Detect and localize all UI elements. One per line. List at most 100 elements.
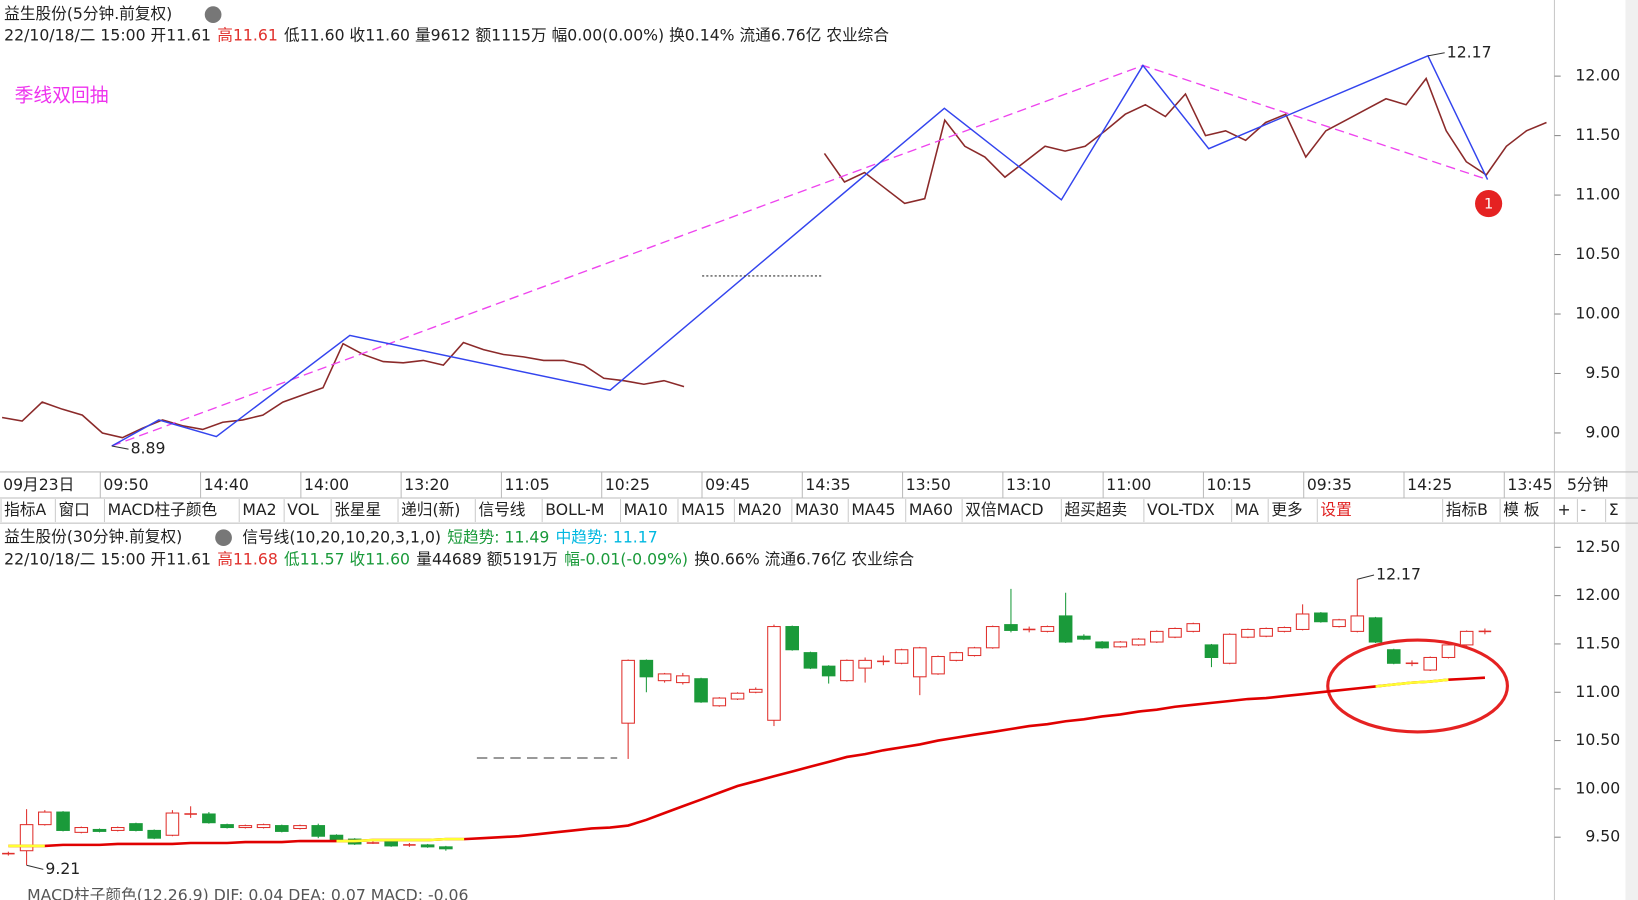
label-arrow <box>1427 52 1445 57</box>
candle-body <box>1077 635 1091 640</box>
x-tick-label: 09:45 <box>705 475 750 494</box>
candle-body <box>165 812 180 836</box>
toolbar-item[interactable]: Σ <box>1609 500 1619 519</box>
info-segment: 22/10/18/二 15:00 开11.61 <box>4 549 211 568</box>
candle-body <box>19 824 34 852</box>
label-arrow <box>111 445 129 450</box>
toolbar-item[interactable]: MA <box>1235 500 1260 519</box>
x-tick-label: 11:05 <box>505 475 550 494</box>
toolbar-item[interactable]: MA10 <box>624 500 668 519</box>
candle-body <box>858 659 872 669</box>
x-tick-label: 14:40 <box>204 475 249 494</box>
candle-body <box>1259 627 1273 637</box>
info-line: 22/10/18/二 15:00 开11.61 高11.68 低11.57 收11.… <box>4 549 914 568</box>
candle-body <box>621 659 635 724</box>
y-tick-label: 11.50 <box>1575 125 1620 144</box>
candle-body <box>1004 624 1018 631</box>
candle-body <box>110 827 125 831</box>
candle-body <box>967 647 982 657</box>
y-tick-label: 10.50 <box>1575 730 1620 749</box>
toolbar-item[interactable]: MA60 <box>909 500 953 519</box>
toolbar-item[interactable]: + <box>1558 500 1571 519</box>
candle-body <box>949 652 964 661</box>
candle-body <box>1350 615 1365 632</box>
toolbar-item[interactable]: 双倍MACD <box>965 500 1043 519</box>
candle-body <box>767 626 781 721</box>
lower-title: 益生股份(30分钟.前复权) <box>4 527 182 546</box>
toolbar-item[interactable]: BOLL-M <box>545 500 604 519</box>
indicator-segment: 中趋势: 11.17 <box>556 527 658 546</box>
candle-body <box>1314 612 1328 623</box>
y-tick-label: 9.00 <box>1585 422 1620 441</box>
info-segment: 22/10/18/二 15:00 开11.61 <box>4 25 211 44</box>
x-tick-label: 14:35 <box>805 475 850 494</box>
toolbar-item[interactable]: VOL-TDX <box>1147 500 1215 519</box>
candle-body <box>1131 638 1146 646</box>
info-segment: 幅-0.01(-0.09%) <box>564 549 688 568</box>
candle-body <box>1095 641 1109 649</box>
candle-body <box>913 647 927 678</box>
candle-body <box>147 829 161 839</box>
info-segment: 高11.68 <box>217 549 278 568</box>
toolbar-item[interactable]: 张星星 <box>334 500 381 519</box>
title-menu-icon[interactable] <box>204 6 222 23</box>
toolbar-item[interactable]: 超买超卖 <box>1064 500 1127 519</box>
marker-label: 1 <box>1484 196 1493 213</box>
y-tick-label: 11.50 <box>1575 633 1620 652</box>
candle-body <box>1222 633 1237 664</box>
toolbar-item[interactable]: 指标B <box>1446 500 1488 519</box>
scrollbar[interactable] <box>1625 0 1638 900</box>
candle-body <box>894 649 909 664</box>
toolbar-item[interactable]: MA20 <box>738 500 782 519</box>
toolbar-item[interactable]: MA15 <box>681 500 725 519</box>
label-arrow <box>1357 574 1375 580</box>
info-segment: 低11.60 收11.60 量9612 额1115万 幅0.00(0.00%) … <box>284 25 889 44</box>
candle-body <box>1386 649 1401 664</box>
y-tick-label: 12.00 <box>1575 66 1620 85</box>
candle-body <box>931 655 945 675</box>
candle-body <box>439 846 453 850</box>
x-tick-label: 13:20 <box>404 475 449 494</box>
candle-body <box>92 828 107 832</box>
toolbar-item[interactable]: 信号线 <box>478 500 525 519</box>
candle-body <box>420 844 435 848</box>
indicator-segment: 信号线(10,20,10,20,3,1,0) <box>242 527 441 546</box>
toolbar-item[interactable]: MA2 <box>242 500 276 519</box>
toolbar-item[interactable]: 窗口 <box>59 500 90 519</box>
indicator-segment: 短趋势: 11.49 <box>447 527 549 546</box>
toolbar-item[interactable]: MACD柱子颜色 <box>108 500 218 519</box>
candle-body <box>1277 626 1292 632</box>
title-menu-icon[interactable] <box>215 529 232 547</box>
y-tick-label: 11.00 <box>1575 185 1620 204</box>
toolbar-item[interactable]: 模 板 <box>1503 500 1540 519</box>
toolbar-item[interactable]: 递归(新) <box>401 500 460 519</box>
candle-body <box>1040 626 1055 632</box>
toolbar-item[interactable]: VOL <box>287 500 319 519</box>
candle-body <box>1241 628 1255 638</box>
x-tick-label: 13:50 <box>906 475 951 494</box>
zigzag-line <box>111 54 1489 447</box>
candle-body <box>639 659 654 678</box>
toolbar-item[interactable]: MA45 <box>851 500 895 519</box>
x-tick-label: 11:00 <box>1106 475 1151 494</box>
toolbar-item[interactable]: 更多 <box>1271 500 1302 519</box>
x-tick-label: 13:10 <box>1006 475 1051 494</box>
candle-body <box>730 692 745 700</box>
toolbar-item[interactable]: 设置 <box>1320 500 1351 519</box>
candle-body <box>56 811 70 831</box>
ma-highlight <box>8 678 1449 848</box>
indicator-line: 信号线(10,20,10,20,3,1,0) 短趋势: 11.49 中趋势: 11.… <box>242 527 657 546</box>
candle-body <box>1149 630 1164 643</box>
candle-body <box>985 626 1000 649</box>
toolbar-item[interactable]: - <box>1581 500 1587 519</box>
extreme-label: 8.89 <box>131 439 166 458</box>
candle-body <box>1204 644 1219 658</box>
upper-title: 益生股份(5分钟.前复权) <box>4 4 172 23</box>
candle-body <box>712 697 727 707</box>
candle-body <box>657 673 672 682</box>
toolbar-item[interactable]: 指标A <box>4 500 46 519</box>
toolbar-item[interactable]: MA30 <box>795 500 839 519</box>
label-arrow <box>26 864 44 870</box>
candle-body <box>129 823 143 831</box>
